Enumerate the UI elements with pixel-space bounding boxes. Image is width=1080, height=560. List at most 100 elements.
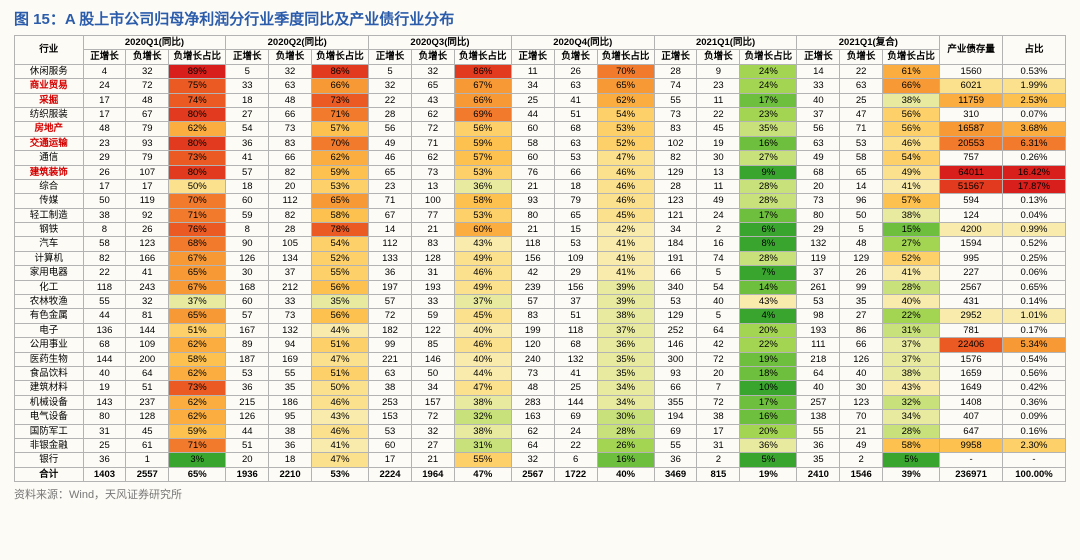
row-label: 银行 bbox=[15, 453, 84, 467]
cell-neg: 166 bbox=[126, 251, 169, 265]
row-label: 传媒 bbox=[15, 194, 84, 208]
cell-pct: 73% bbox=[311, 93, 368, 107]
row-label: 家用电器 bbox=[15, 266, 84, 280]
cell-neg: 2557 bbox=[126, 467, 169, 481]
cell-neg: 1546 bbox=[840, 467, 883, 481]
cell-pos: 38 bbox=[369, 381, 412, 395]
cell-neg: 53 bbox=[840, 136, 883, 150]
cell-neg: 58 bbox=[840, 151, 883, 165]
cell-pct: 54% bbox=[311, 237, 368, 251]
cell-pos: 29 bbox=[83, 151, 126, 165]
cell-pct: 89% bbox=[169, 64, 226, 78]
cell-pos: 53 bbox=[369, 424, 412, 438]
cell-neg: 100 bbox=[411, 194, 454, 208]
cell-share: 0.17% bbox=[1003, 323, 1066, 337]
cell-neg: 40 bbox=[697, 295, 740, 309]
cell-pct: 6% bbox=[740, 223, 797, 237]
cell-neg: 193 bbox=[411, 280, 454, 294]
cell-pos: 31 bbox=[83, 424, 126, 438]
cell-neg: 32 bbox=[411, 64, 454, 78]
cell-pct: 86% bbox=[454, 64, 511, 78]
cell-pos: 65 bbox=[369, 165, 412, 179]
cell-pos: 57 bbox=[369, 295, 412, 309]
cell-pct: 28% bbox=[740, 194, 797, 208]
cell-pct: 36% bbox=[740, 438, 797, 452]
cell-pct: 37% bbox=[883, 338, 940, 352]
cell-pct: 86% bbox=[311, 64, 368, 78]
cell-neg: 28 bbox=[269, 223, 312, 237]
cell-pct: 16% bbox=[740, 410, 797, 424]
cell-pct: 75% bbox=[169, 79, 226, 93]
table-body: 休闲服务43289%53286%53286%112670%28924%14226… bbox=[15, 64, 1066, 481]
cell-neg: 27 bbox=[840, 309, 883, 323]
cell-pct: 65% bbox=[311, 194, 368, 208]
cell-pct: 16% bbox=[597, 453, 654, 467]
cell-pct: 47% bbox=[597, 151, 654, 165]
cell-pct: 62% bbox=[169, 122, 226, 136]
cell-neg: 38 bbox=[697, 410, 740, 424]
cell-pos: 34 bbox=[654, 223, 697, 237]
cell-neg: 17 bbox=[697, 424, 740, 438]
cell-pct: 37% bbox=[169, 295, 226, 309]
cell-neg: 2210 bbox=[269, 467, 312, 481]
cell-pct: 67% bbox=[454, 79, 511, 93]
cell-neg: 146 bbox=[411, 352, 454, 366]
cell-neg: 41 bbox=[554, 366, 597, 380]
cell-share: 0.13% bbox=[1003, 194, 1066, 208]
cell-pct: 57% bbox=[883, 194, 940, 208]
cell-pct: 51% bbox=[169, 323, 226, 337]
cell-pos: 53 bbox=[654, 295, 697, 309]
row-label: 房地产 bbox=[15, 122, 84, 136]
cell-pos: 57 bbox=[226, 165, 269, 179]
cell-bond: 1649 bbox=[940, 381, 1003, 395]
cell-share: 0.52% bbox=[1003, 237, 1066, 251]
cell-pct: 50% bbox=[169, 179, 226, 193]
total-row: 合计1403255765%1936221053%2224196447%25671… bbox=[15, 467, 1066, 481]
cell-pct: 46% bbox=[597, 179, 654, 193]
cell-pos: 40 bbox=[797, 93, 840, 107]
cell-pos: 257 bbox=[797, 395, 840, 409]
cell-pos: 102 bbox=[654, 136, 697, 150]
cell-pos: 49 bbox=[369, 136, 412, 150]
cell-neg: 13 bbox=[697, 165, 740, 179]
cell-pos: 56 bbox=[797, 122, 840, 136]
cell-pct: 67% bbox=[169, 251, 226, 265]
cell-bond: 4200 bbox=[940, 223, 1003, 237]
cell-neg: 92 bbox=[126, 208, 169, 222]
cell-neg: 6 bbox=[554, 453, 597, 467]
cell-pct: 26% bbox=[597, 438, 654, 452]
cell-pct: 3% bbox=[169, 453, 226, 467]
cell-pct: 40% bbox=[454, 323, 511, 337]
cell-pos: 8 bbox=[226, 223, 269, 237]
cell-neg: 79 bbox=[126, 122, 169, 136]
row-label: 建筑材料 bbox=[15, 381, 84, 395]
cell-pos: 58 bbox=[511, 136, 554, 150]
cell-pct: 62% bbox=[169, 410, 226, 424]
cell-neg: 71 bbox=[840, 122, 883, 136]
cell-neg: 29 bbox=[554, 266, 597, 280]
cell-neg: 51 bbox=[126, 381, 169, 395]
cell-neg: 53 bbox=[554, 237, 597, 251]
cell-share: 3.68% bbox=[1003, 122, 1066, 136]
cell-pct: 62% bbox=[169, 338, 226, 352]
cell-pos: 1403 bbox=[83, 467, 126, 481]
cell-pct: 15% bbox=[883, 223, 940, 237]
cell-pos: 27 bbox=[226, 107, 269, 121]
cell-pct: 41% bbox=[311, 438, 368, 452]
cell-pct: 46% bbox=[311, 424, 368, 438]
cell-pct: 46% bbox=[597, 194, 654, 208]
cell-pct: 55% bbox=[454, 453, 511, 467]
cell-neg: 169 bbox=[269, 352, 312, 366]
cell-neg: 13 bbox=[411, 179, 454, 193]
cell-pos: 129 bbox=[654, 309, 697, 323]
cell-neg: 33 bbox=[411, 295, 454, 309]
cell-pos: 111 bbox=[797, 338, 840, 352]
cell-pct: 65% bbox=[169, 266, 226, 280]
cell-pct: 38% bbox=[883, 93, 940, 107]
cell-neg: 63 bbox=[840, 79, 883, 93]
cell-neg: 49 bbox=[840, 438, 883, 452]
table-row: 非银金融256171%513641%602731%642226%553136%3… bbox=[15, 438, 1066, 452]
cell-neg: 79 bbox=[554, 194, 597, 208]
cell-pos: 23 bbox=[369, 179, 412, 193]
table-row: 休闲服务43289%53286%53286%112670%28924%14226… bbox=[15, 64, 1066, 78]
